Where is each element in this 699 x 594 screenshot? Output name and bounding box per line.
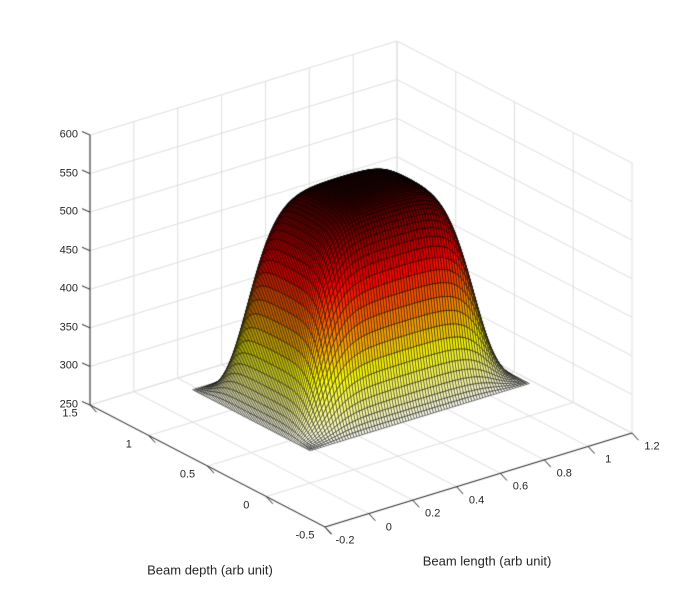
x-tick-label: 1 [605,453,612,466]
y-axis-label: Beam depth (arb unit) [147,562,273,578]
x-tick-label: 0.2 [425,507,441,520]
x-tick-label: 1.2 [644,440,660,453]
y-tick-label: 1.5 [62,407,78,420]
x-tick-label: -0.2 [335,534,355,547]
z-tick-label: 500 [59,205,78,218]
z-tick-label: 400 [59,282,78,295]
x-tick-label: 0.6 [512,480,529,493]
x-axis-label: Beam length (arb unit) [422,553,552,569]
z-tick-label: 250 [59,398,78,411]
x-tick-label: 0 [385,521,392,534]
x-tick-label: 0.4 [468,494,485,507]
y-tick-label: 1 [125,438,132,450]
y-tick-label: -0.5 [295,529,315,542]
y-tick-label: 0.5 [179,468,196,481]
z-tick-label: 550 [59,167,78,180]
x-tick-label: 0.8 [556,467,572,480]
z-tick-label: 300 [59,359,78,372]
y-tick-label: 0 [243,499,250,511]
z-tick-label: 350 [59,321,78,334]
z-tick-label: 450 [59,244,78,257]
z-tick-label: 600 [59,128,78,141]
